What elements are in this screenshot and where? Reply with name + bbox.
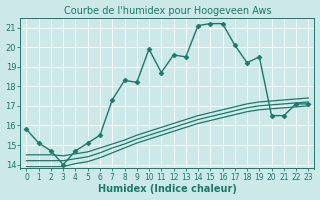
X-axis label: Humidex (Indice chaleur): Humidex (Indice chaleur) xyxy=(98,184,237,194)
Title: Courbe de l'humidex pour Hoogeveen Aws: Courbe de l'humidex pour Hoogeveen Aws xyxy=(64,6,271,16)
